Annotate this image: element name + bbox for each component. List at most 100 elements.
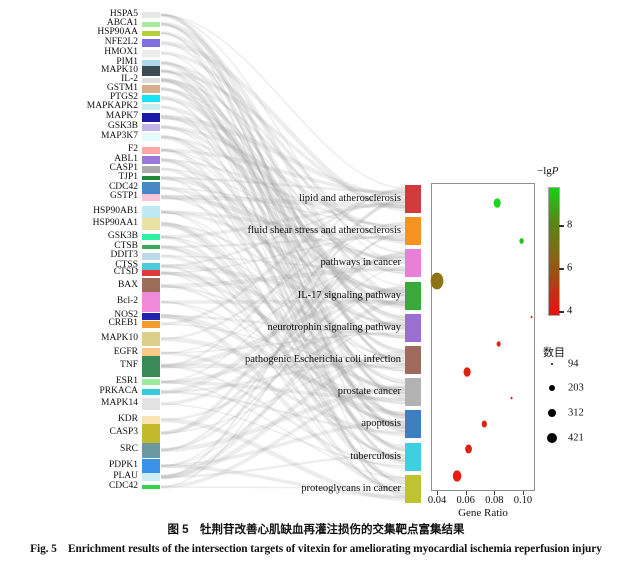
x-tick-label: 0.04 <box>427 495 447 506</box>
gene-label-gsk3b: GSK3B <box>107 121 138 131</box>
sankey-link <box>160 271 406 391</box>
dot-neurotrophin-signaling-pathway <box>496 341 501 347</box>
sankey-link <box>160 61 406 254</box>
sankey-link <box>160 390 406 434</box>
gene-node-f2 <box>142 146 160 154</box>
dot-pathways-in-cancer <box>430 272 444 290</box>
sankey-link <box>160 364 406 469</box>
sankey-link <box>160 13 406 420</box>
size-legend-dot <box>548 384 556 392</box>
gene-node-bax <box>142 278 160 294</box>
pathway-node <box>405 410 421 439</box>
gene-node-creb1 <box>142 320 160 328</box>
gene-node-hsp90aa1 <box>142 218 160 230</box>
sankey-link <box>160 135 406 340</box>
sankey-link <box>160 320 406 422</box>
gene-label-gstm1: GSTM1 <box>106 83 138 93</box>
sankey-link <box>160 125 406 231</box>
pathway-label: neurotrophin signaling pathway <box>267 321 401 333</box>
gene-label-hsp90ab1: HSP90AB1 <box>93 206 138 216</box>
gene-label-src: SRC <box>120 444 138 454</box>
sankey-link <box>160 52 406 397</box>
gene-label-pim1: PIM1 <box>116 57 138 67</box>
gene-label-map3k7: MAP3K7 <box>101 131 138 141</box>
gene-node-abca1 <box>142 21 160 27</box>
gene-node-tjp1 <box>142 176 160 180</box>
sankey-link <box>160 266 406 467</box>
pathway-label: lipid and atherosclerosis <box>298 193 401 204</box>
sankey-link <box>160 417 406 502</box>
x-tick-label: 0.10 <box>513 495 533 506</box>
gene-node-hmox1 <box>142 49 160 57</box>
sankey-link <box>160 77 406 322</box>
sankey-link <box>160 263 406 306</box>
sankey-link <box>160 355 406 394</box>
gene-node-map3k7 <box>142 133 160 141</box>
color-legend-gradient-bar <box>548 187 560 316</box>
pathway-label: prostate cancer <box>337 386 401 398</box>
sankey-link <box>160 272 406 492</box>
sankey-link <box>160 88 406 275</box>
gene-label-ctsd: CTSD <box>113 267 138 277</box>
sankey-link <box>160 69 406 465</box>
sankey-link <box>160 31 406 332</box>
dot-fluid-shear-stress-and-atherosclerosis <box>519 238 524 244</box>
sankey-link <box>160 77 406 397</box>
gene-node-ctsd <box>142 270 160 276</box>
color-legend-title-prefix: −lg <box>537 165 552 177</box>
gene-node-ddit3 <box>142 252 160 260</box>
sankey-link <box>160 114 406 274</box>
sankey-link <box>160 168 406 262</box>
sankey-link <box>160 176 406 194</box>
gene-node-gsk3b <box>142 234 160 240</box>
dot-pathogenic-Escherichia-coli-infection <box>463 367 471 377</box>
caption-chinese: 图 5 牡荆苷改善心肌缺血再灌注损伤的交集靶点富集结果 <box>167 524 465 536</box>
sankey-link <box>160 211 406 447</box>
sankey-link <box>160 167 406 417</box>
pathway-label: IL-17 signaling pathway <box>297 289 401 301</box>
pathway-node <box>405 217 421 246</box>
pathway-label: tuberculosis <box>350 450 401 462</box>
gene-node-bcl-2 <box>142 292 160 312</box>
sankey-link <box>160 60 406 432</box>
x-axis-title: Gene Ratio <box>458 507 508 519</box>
sankey-link <box>160 211 406 394</box>
gene-node-abl1 <box>142 156 160 164</box>
pathway-label: fluid shear stress and atherosclerosis <box>247 225 401 237</box>
sankey-link <box>160 194 406 261</box>
size-legend-dot <box>548 409 556 417</box>
dot-proteoglycans-in-cancer <box>452 470 462 482</box>
gene-node-prkaca <box>142 389 160 395</box>
dot-plot-panel <box>431 183 535 491</box>
gene-label-gsk3b: GSK3B <box>107 231 138 241</box>
gene-label-nos2: NOS2 <box>114 310 138 320</box>
sankey-link <box>160 96 406 462</box>
sankey-link <box>160 61 406 330</box>
size-legend-label: 94 <box>568 358 579 370</box>
sankey-link <box>160 251 406 435</box>
gene-label-mapk10: MAPK10 <box>101 333 138 343</box>
sankey-link <box>160 336 406 404</box>
pathway-label: pathogenic Escherichia coli infection <box>245 354 401 365</box>
sankey-link <box>160 221 406 482</box>
sankey-link <box>160 95 406 309</box>
pathway-label: pathways in cancer <box>320 257 401 269</box>
pathway-node <box>405 313 421 342</box>
sankey-link <box>160 135 406 264</box>
size-legend-dot <box>547 433 557 443</box>
gene-node-nos2 <box>142 312 160 320</box>
sankey-link <box>160 285 406 452</box>
sankey-link <box>160 70 406 287</box>
sankey-link <box>160 332 406 354</box>
gene-label-kdr: KDR <box>117 414 138 424</box>
gene-label-cdc42: CDC42 <box>108 182 138 192</box>
sankey-link <box>160 158 406 229</box>
size-legend-title: 数目 <box>543 347 565 359</box>
sankey-link <box>160 202 406 239</box>
pathway-node <box>405 185 421 213</box>
sankey-link <box>160 256 406 354</box>
gene-label-casp1: CASP1 <box>109 163 138 173</box>
sankey-link <box>160 235 406 249</box>
dot-tuberculosis <box>465 444 472 454</box>
gene-label-prkaca: PRKACA <box>99 386 138 396</box>
